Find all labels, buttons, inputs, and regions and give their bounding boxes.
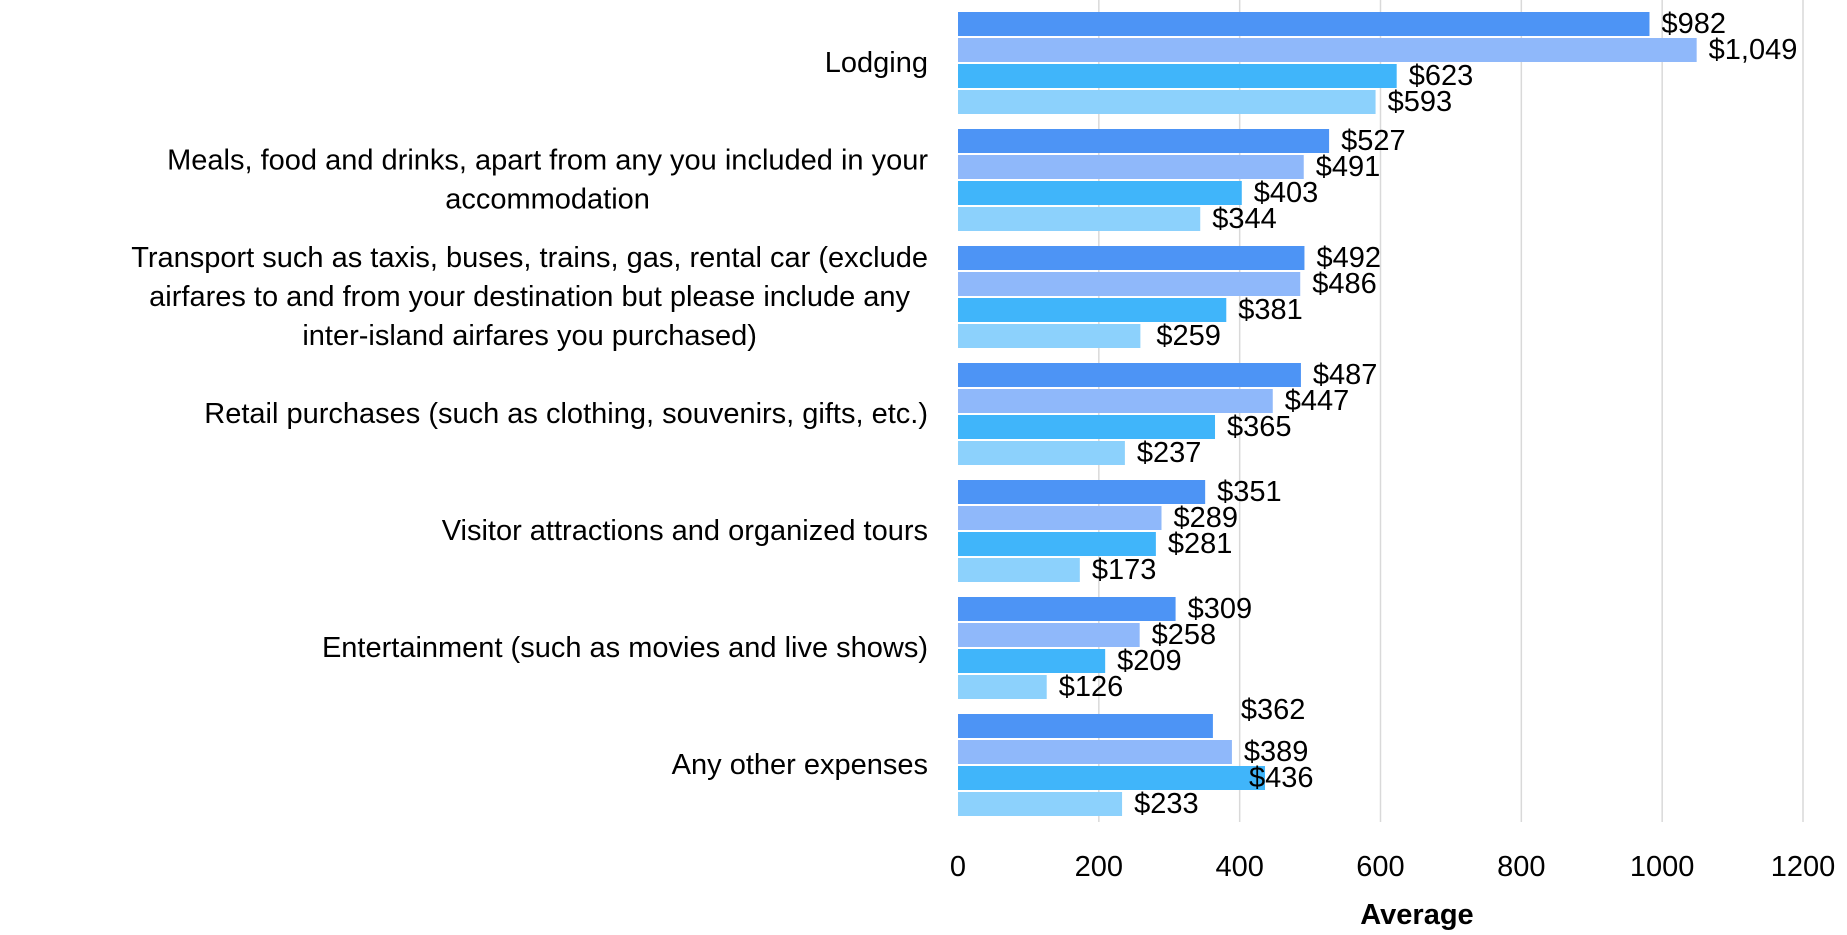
data-label: $491 xyxy=(1316,151,1381,183)
category-labels: Lodging Meals, food and drinks, apart fro… xyxy=(131,47,928,781)
bar xyxy=(958,792,1123,816)
x-tick-label: 200 xyxy=(1075,851,1123,883)
bar xyxy=(958,363,1301,387)
category-label: Meals, food and drinks, apart from any y… xyxy=(167,145,928,216)
data-label: $259 xyxy=(1156,320,1221,352)
bar xyxy=(958,389,1273,413)
data-label: $1,049 xyxy=(1709,34,1798,66)
data-label: $258 xyxy=(1152,619,1217,651)
bar xyxy=(958,155,1304,179)
bar xyxy=(958,597,1176,621)
data-label: $173 xyxy=(1092,554,1157,586)
data-label: $309 xyxy=(1188,593,1253,625)
bar xyxy=(958,558,1080,582)
category-label-line: Visitor attractions and organized tours xyxy=(442,515,928,547)
bar xyxy=(958,90,1376,114)
data-label: $381 xyxy=(1238,294,1303,326)
data-label: $351 xyxy=(1217,476,1282,508)
category-label: Transport such as taxis, buses, trains, … xyxy=(131,242,928,352)
x-tick-labels: 0 200 400 600 800 1000 1200 xyxy=(950,851,1835,883)
bar xyxy=(958,441,1125,465)
category-label-line: inter-island airfares you purchased) xyxy=(302,320,757,352)
category-label: Retail purchases (such as clothing, souv… xyxy=(204,398,928,430)
bar xyxy=(958,480,1206,504)
x-tick-label: 600 xyxy=(1356,851,1404,883)
bar xyxy=(958,207,1201,231)
category-label: Any other expenses xyxy=(672,749,928,781)
category-label: Visitor attractions and organized tours xyxy=(442,515,928,547)
data-label: $289 xyxy=(1174,502,1239,534)
bars xyxy=(958,12,1697,816)
data-label: $389 xyxy=(1244,736,1309,768)
category-label-line: Transport such as taxis, buses, trains, … xyxy=(131,242,928,274)
category-label-line: Any other expenses xyxy=(672,749,928,781)
bar xyxy=(958,532,1156,556)
bar xyxy=(958,623,1140,647)
bar xyxy=(958,740,1232,764)
bar xyxy=(958,181,1242,205)
data-label: $447 xyxy=(1285,385,1350,417)
data-label: $281 xyxy=(1168,528,1233,560)
data-label: $492 xyxy=(1316,242,1381,274)
data-label: $623 xyxy=(1409,60,1474,92)
category-label-line: Retail purchases (such as clothing, souv… xyxy=(204,398,928,430)
data-label: $365 xyxy=(1227,411,1292,443)
bar xyxy=(958,506,1162,530)
bar xyxy=(958,415,1216,439)
category-label-line: airfares to and from your destination bu… xyxy=(149,281,910,313)
category-label-line: Entertainment (such as movies and live s… xyxy=(322,632,928,664)
bar xyxy=(958,675,1047,699)
bar xyxy=(958,129,1330,153)
x-tick-label: 800 xyxy=(1497,851,1545,883)
data-label: $403 xyxy=(1254,177,1319,209)
data-label: $344 xyxy=(1212,203,1277,235)
data-label: $126 xyxy=(1059,671,1124,703)
bar xyxy=(958,246,1305,270)
data-label: $209 xyxy=(1117,645,1182,677)
data-label: $233 xyxy=(1134,788,1199,820)
data-labels: $982$1,049$623$593$527$491$403$344$492$4… xyxy=(1059,8,1798,820)
data-label: $436 xyxy=(1249,762,1314,794)
x-tick-label: 1000 xyxy=(1630,851,1695,883)
bar xyxy=(958,272,1301,296)
data-label: $237 xyxy=(1137,437,1202,469)
x-axis-title: Average xyxy=(1360,899,1473,931)
bar xyxy=(958,649,1106,673)
bar xyxy=(958,714,1213,738)
category-label: Lodging xyxy=(825,47,928,79)
bar xyxy=(958,38,1697,62)
data-label: $487 xyxy=(1313,359,1378,391)
category-label-line: accommodation xyxy=(445,184,650,216)
data-label: $982 xyxy=(1661,8,1726,40)
x-tick-label: 0 xyxy=(950,851,966,883)
bar xyxy=(958,766,1266,790)
bar xyxy=(958,298,1227,322)
x-tick-label: 400 xyxy=(1215,851,1263,883)
category-label: Entertainment (such as movies and live s… xyxy=(322,632,928,664)
category-label-line: Lodging xyxy=(825,47,928,79)
data-label: $362 xyxy=(1241,694,1306,726)
data-label: $486 xyxy=(1312,268,1377,300)
bar xyxy=(958,324,1141,348)
data-label: $593 xyxy=(1388,86,1453,118)
bar xyxy=(958,12,1650,36)
bar xyxy=(958,64,1397,88)
x-tick-label: 1200 xyxy=(1771,851,1836,883)
category-label-line: Meals, food and drinks, apart from any y… xyxy=(167,145,928,177)
data-label: $527 xyxy=(1341,125,1406,157)
